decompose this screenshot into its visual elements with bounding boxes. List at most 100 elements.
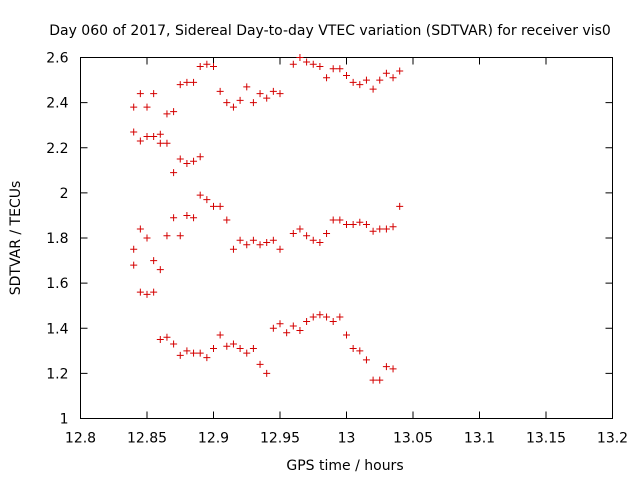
data-point-lower [382,363,390,371]
y-tick-label: 1 [60,412,69,428]
data-point-lower [336,313,344,321]
data-point-upper [196,153,204,161]
data-point-upper [269,87,277,95]
data-point-upper [243,83,251,91]
x-tick-label: 13.1 [464,431,495,447]
data-point-upper [183,78,191,86]
data-point-middle [210,202,217,210]
data-point-middle [349,220,357,228]
data-point-upper [136,90,144,98]
data-point-lower [283,329,291,337]
data-point-middle [130,245,138,253]
y-tick-label: 1.6 [46,276,68,292]
data-points [130,54,404,384]
data-point-middle [369,227,377,235]
data-point-lower [216,331,224,339]
data-point-lower [296,327,304,335]
data-point-middle [229,245,237,253]
data-point-lower [269,324,277,332]
data-point-upper [376,76,384,84]
data-point-middle [276,245,284,253]
data-point-middle [303,232,311,240]
data-point-middle [382,225,390,233]
y-tick-label: 1.8 [46,231,68,247]
data-point-lower [256,360,264,368]
data-point-lower [349,345,357,353]
data-point-upper [249,99,257,107]
data-point-lower [309,313,317,321]
x-tick-label: 12.85 [127,431,167,447]
data-point-lower [376,376,384,384]
data-point-upper [336,65,344,73]
data-point-lower [229,340,237,348]
chart-title: Day 060 of 2017, Sidereal Day-to-day VTE… [49,23,611,39]
data-point-upper [229,103,237,111]
data-point-middle [243,241,251,249]
axis-tick-labels: 12.8 12.85 12.9 12.95 13 13.05 13.1 13.15 13.2 1 1… [46,51,628,447]
x-tick-label: 13.15 [526,431,566,447]
data-point-upper [183,160,191,168]
y-tick-label: 2 [60,186,69,202]
y-tick-label: 2.4 [46,96,68,112]
data-point-upper [130,128,138,136]
y-tick-label: 2.6 [46,51,68,67]
x-tick-label: 12.9 [198,431,229,447]
axis-ticks [80,57,613,419]
data-point-upper [343,72,350,80]
data-point-lower [190,349,198,357]
data-point-lower [136,288,144,296]
data-point-upper [210,63,217,71]
data-point-upper [176,155,184,163]
data-point-lower [369,376,377,384]
y-axis-label: SDTVAR / TECUs [8,181,24,296]
data-point-lower [170,340,178,348]
data-point-upper [216,87,224,95]
data-point-middle [216,202,224,210]
data-point-middle [336,216,344,224]
data-point-lower [203,354,211,362]
data-point-lower [303,317,311,325]
data-point-middle [343,220,350,228]
data-point-upper [362,76,370,84]
data-point-middle [289,229,297,237]
x-tick-label: 13 [338,431,356,447]
data-point-lower [163,333,171,341]
data-point-middle [136,225,144,233]
data-point-upper [236,96,244,104]
data-point-lower [223,342,231,350]
data-point-upper [150,90,158,98]
data-point-middle [316,239,324,247]
data-point-lower [143,290,151,298]
data-point-middle [163,232,171,240]
data-point-upper [356,81,364,89]
data-point-middle [203,196,211,204]
data-point-upper [156,139,164,147]
y-tick-label: 1.2 [46,366,68,382]
data-point-middle [170,214,178,222]
data-point-lower [276,320,284,328]
data-point-lower [323,313,331,321]
data-point-upper [223,99,231,107]
data-point-middle [309,236,317,244]
data-point-middle [130,261,138,269]
data-point-lower [316,311,324,319]
y-tick-label: 1.4 [46,321,68,337]
data-point-lower [389,365,397,373]
data-point-middle [223,216,231,224]
data-point-upper [163,110,171,118]
data-point-middle [196,191,204,199]
data-point-middle [249,236,257,244]
data-point-middle [356,218,364,226]
data-point-middle [269,236,277,244]
data-point-middle [376,225,384,233]
data-point-upper [190,157,198,165]
data-point-upper [170,108,178,116]
x-tick-label: 12.95 [260,431,300,447]
data-point-upper [143,103,151,111]
data-point-middle [183,211,191,219]
data-point-middle [389,223,397,231]
data-point-middle [263,239,271,247]
x-axis-label: GPS time / hours [286,458,403,474]
data-point-lower [289,322,297,330]
